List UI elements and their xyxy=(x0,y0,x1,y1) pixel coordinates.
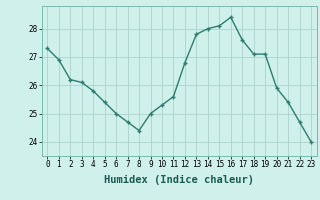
X-axis label: Humidex (Indice chaleur): Humidex (Indice chaleur) xyxy=(104,175,254,185)
